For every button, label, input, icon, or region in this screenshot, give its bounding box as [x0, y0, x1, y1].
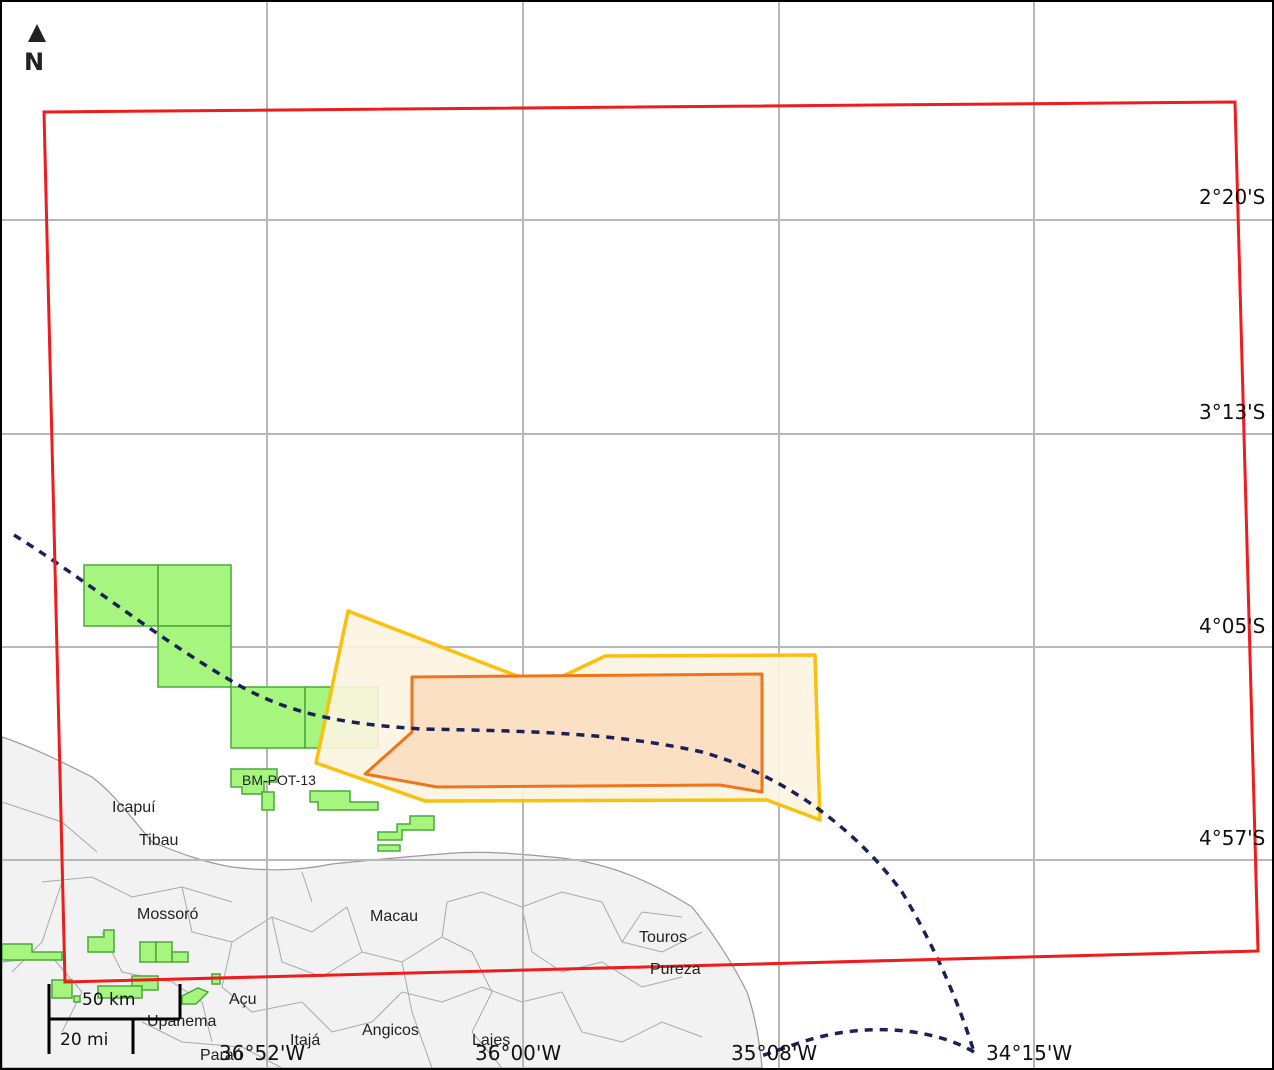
block-polygon[interactable]: [309, 790, 379, 811]
longitude-label: 36°00'W: [475, 1041, 561, 1065]
place-labels: Icapuí Tibau Mossoró Macau Touros Pureza…: [112, 799, 701, 1064]
latitude-label: 4°05'S: [1199, 614, 1265, 638]
place-label-touros: Touros: [639, 929, 687, 946]
latitude-label: 4°57'S: [1199, 826, 1265, 850]
place-label-lajes: Lajes: [472, 1032, 510, 1049]
latitude-label: 2°20'S: [1199, 185, 1265, 209]
dashed-route-line[interactable]: [13, 533, 976, 1053]
scale-bar: 50 km 20 mi: [47, 984, 182, 1054]
north-arrow-label: N: [24, 48, 44, 76]
block-polygon[interactable]: [155, 941, 173, 963]
place-label-icapui: Icapuí: [112, 799, 156, 816]
north-arrow: N: [24, 24, 46, 76]
block-polygon[interactable]: [171, 951, 189, 963]
place-label-acu: Açu: [229, 991, 257, 1008]
block-polygon[interactable]: [230, 686, 306, 749]
scale-bar-imperial-label: 20 mi: [60, 1030, 108, 1050]
block-polygon[interactable]: [181, 987, 210, 1005]
block-polygon[interactable]: [97, 985, 143, 999]
longitude-label: 34°15'W: [986, 1041, 1072, 1065]
block-polygon[interactable]: [83, 564, 159, 627]
place-label-pureza: Pureza: [650, 961, 701, 978]
longitude-labels: 36°52'W 36°00'W 35°08'W 34°15'W: [219, 1041, 1072, 1065]
land-mass: [2, 736, 763, 1068]
study-area-boundary[interactable]: [42, 100, 1260, 984]
dashed-route-line-branch[interactable]: [758, 1027, 975, 1059]
block-polygon[interactable]: [87, 929, 115, 953]
block-polygon[interactable]: [377, 844, 401, 852]
block-polygon[interactable]: [157, 564, 232, 627]
latitude-label: 3°13'S: [1199, 400, 1265, 424]
place-label-upanema: Upanema: [147, 1013, 216, 1030]
land-area: [2, 736, 763, 1068]
block-polygon[interactable]: [2, 943, 63, 961]
block-polygon[interactable]: [139, 941, 157, 963]
place-label-mossoro: Mossoró: [137, 906, 198, 923]
place-label-parau: Paraú: [200, 1047, 243, 1064]
block-polygon[interactable]: [261, 791, 275, 811]
scale-bar-metric-label: 50 km: [82, 990, 135, 1010]
block-label: BM-POT-13: [242, 772, 316, 788]
place-label-angicos: Angicos: [362, 1022, 419, 1039]
north-arrow-icon: [28, 24, 46, 42]
place-label-itaja: Itajá: [290, 1032, 320, 1049]
block-polygon[interactable]: [377, 815, 435, 841]
latitude-labels: 2°20'S 3°13'S 4°05'S 4°57'S: [1199, 185, 1265, 850]
place-label-tibau: Tibau: [139, 832, 178, 849]
longitude-label: 35°08'W: [731, 1041, 817, 1065]
longitude-label: 36°52'W: [219, 1041, 305, 1065]
block-polygon[interactable]: [73, 995, 81, 1003]
place-label-macau: Macau: [370, 908, 418, 925]
municipal-borders: [2, 801, 703, 1068]
